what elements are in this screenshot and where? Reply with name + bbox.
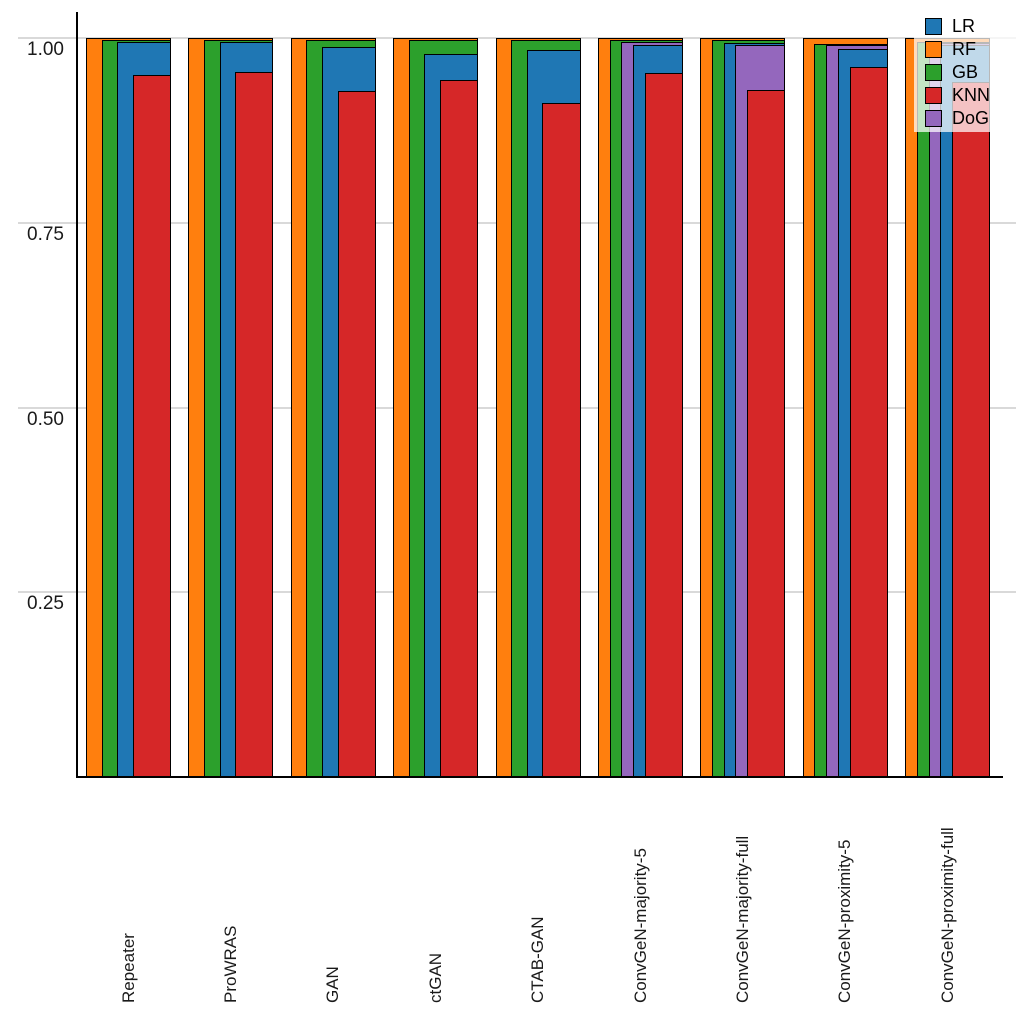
x-tick-label-ctGAN: ctGAN <box>425 952 445 1003</box>
legend-label: KNN <box>952 85 991 105</box>
bar-ConvGeN-majority-full-KNN <box>747 90 786 777</box>
legend-item-GB: GB <box>914 61 1022 84</box>
legend-label: DoG <box>952 108 990 128</box>
x-tick-label-CTAB-GAN: CTAB-GAN <box>528 916 548 1003</box>
y-axis-line <box>76 12 78 778</box>
y-tick-label: 0.25 <box>27 593 64 615</box>
legend-swatch-icon <box>925 41 942 58</box>
x-tick-label-ConvGeN-proximity-5: ConvGeN-proximity-5 <box>835 839 855 1003</box>
x-tick-label-Repeater: Repeater <box>118 933 138 1003</box>
x-tick-label-ConvGeN-majority-5: ConvGeN-majority-5 <box>630 848 650 1003</box>
legend-label: LR <box>952 16 976 36</box>
legend-swatch-icon <box>925 64 942 81</box>
legend-item-LR: LR <box>914 15 1022 38</box>
legend-label: RF <box>952 39 976 59</box>
x-axis-line <box>76 776 1003 778</box>
bar-ConvGeN-proximity-full-KNN <box>951 81 991 777</box>
x-tick-label-ConvGeN-proximity-full: ConvGeN-proximity-full <box>937 827 957 1003</box>
legend-item-RF: RF <box>914 38 1022 61</box>
legend: LR RF GB KNN DoG <box>914 13 1022 132</box>
bar-ConvGeN-proximity-5-KNN <box>849 66 888 777</box>
bar-ConvGeN-majority-5-KNN <box>644 72 683 777</box>
legend-item-KNN: KNN <box>914 84 1022 107</box>
y-tick-label: 1.00 <box>27 39 64 60</box>
bar-GAN-KNN <box>337 91 376 777</box>
y-tick-label: 0.75 <box>27 223 64 245</box>
legend-swatch-icon <box>925 18 942 35</box>
legend-item-DoG: DoG <box>914 107 1022 130</box>
y-tick-label: 0.50 <box>27 408 64 430</box>
x-tick-label-GAN: GAN <box>323 966 343 1003</box>
legend-label: GB <box>952 62 979 82</box>
bar-CTAB-GAN-KNN <box>542 103 581 777</box>
bar-ProWRAS-KNN <box>235 71 274 777</box>
x-tick-label-ProWRAS: ProWRAS <box>220 925 240 1003</box>
bar-Repeater-KNN <box>132 74 171 777</box>
bar-ctGAN-KNN <box>439 80 479 777</box>
legend-swatch-icon <box>925 110 942 127</box>
x-tick-label-ConvGeN-majority-full: ConvGeN-majority-full <box>732 835 752 1003</box>
legend-swatch-icon <box>925 87 942 104</box>
